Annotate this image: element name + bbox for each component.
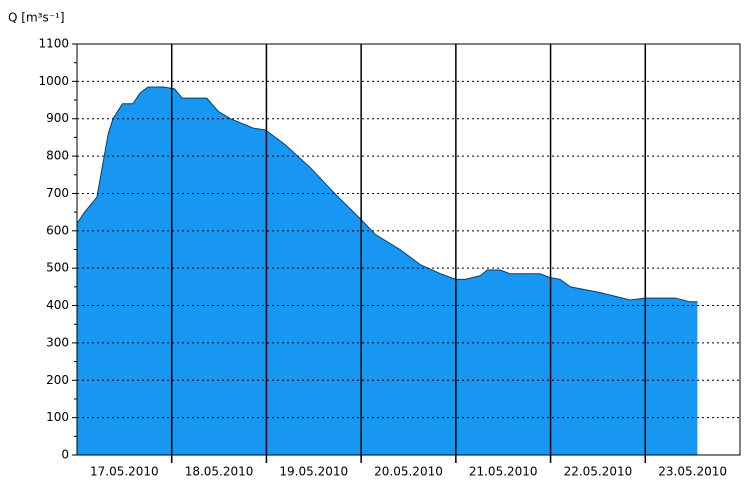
x-tick-label: 23.05.2010: [658, 465, 727, 479]
y-tick-label: 900: [46, 111, 69, 125]
x-tick-label: 17.05.2010: [90, 465, 159, 479]
y-tick-label: 0: [61, 448, 69, 462]
y-tick-label: 1000: [38, 74, 69, 88]
x-tick-label: 20.05.2010: [374, 465, 443, 479]
area: [77, 86, 698, 455]
x-tick-label: 21.05.2010: [469, 465, 538, 479]
y-tick-label: 100: [46, 410, 69, 424]
y-tick-label: 300: [46, 335, 69, 349]
x-tick-label: 22.05.2010: [564, 465, 633, 479]
y-tick-label: 500: [46, 261, 69, 275]
x-tick-label: 19.05.2010: [279, 465, 348, 479]
plot-frame: [76, 43, 741, 456]
y-tick-label: 200: [46, 373, 69, 387]
y-tick-label: 400: [46, 298, 69, 312]
y-tick-label: 800: [46, 149, 69, 163]
x-tick-label: 18.05.2010: [185, 465, 254, 479]
y-tick-label: 700: [46, 186, 69, 200]
y-axis-label: Q [m³s⁻¹]: [8, 11, 65, 25]
y-tick-label: 1100: [38, 37, 69, 51]
y-tick-label: 600: [46, 223, 69, 237]
